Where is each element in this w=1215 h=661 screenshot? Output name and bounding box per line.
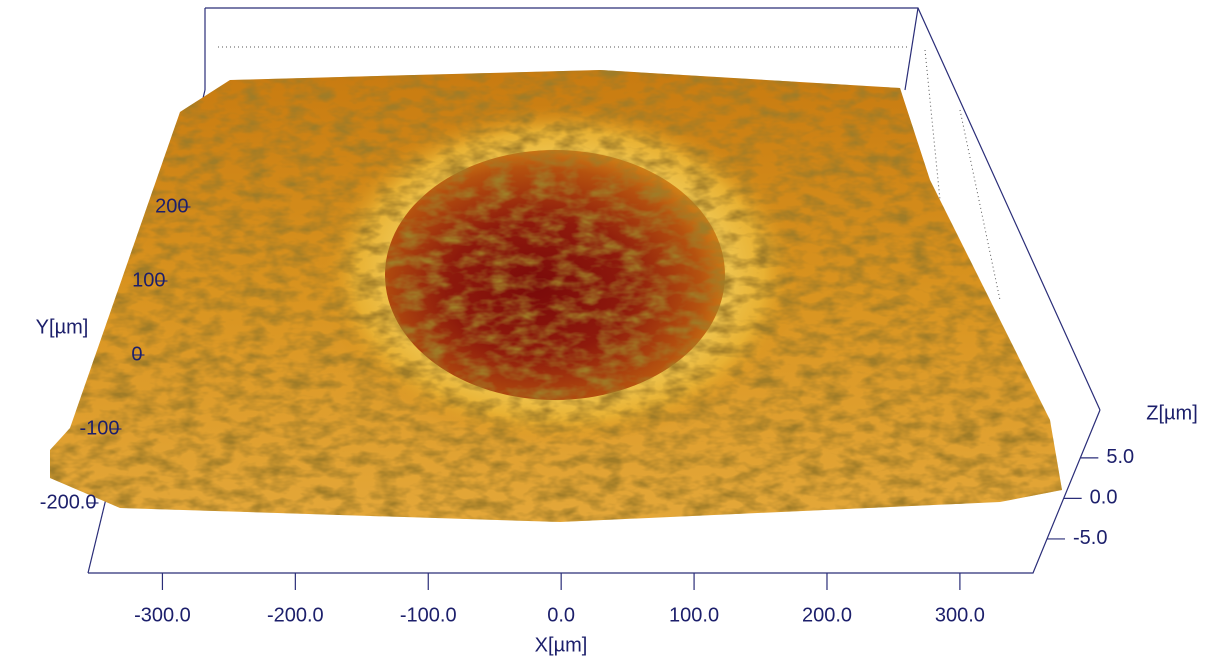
- x-tick-label: -200.0: [267, 604, 324, 626]
- y-tick-label: -200.0: [40, 491, 97, 513]
- box-edge: [904, 7, 919, 91]
- x-tick-label: 0.0: [547, 604, 575, 626]
- z-tick-label: 0.0: [1090, 487, 1118, 509]
- x-axis-label: X[µm]: [535, 634, 588, 656]
- y-tick-label: 100: [132, 269, 165, 291]
- y-tick-label: -100: [79, 417, 119, 439]
- surface-texture: [50, 70, 1062, 522]
- z-axis-label: Z[µm]: [1146, 402, 1198, 424]
- x-tick-label: 300.0: [935, 604, 985, 626]
- x-tick-label: 200.0: [802, 604, 852, 626]
- z-tick-label: -5.0: [1073, 527, 1107, 549]
- y-tick-label: 0: [131, 343, 142, 365]
- side-grid: [959, 109, 1001, 301]
- z-tick-label: 5.0: [1106, 446, 1134, 468]
- x-tick-label: -300.0: [134, 604, 191, 626]
- y-axis-label: Y[µm]: [36, 316, 89, 338]
- x-tick-label: 100.0: [669, 604, 719, 626]
- surface: [50, 70, 1062, 522]
- y-tick-label: 200: [155, 195, 188, 217]
- x-tick-label: -100.0: [400, 604, 457, 626]
- box-edge: [88, 409, 1101, 574]
